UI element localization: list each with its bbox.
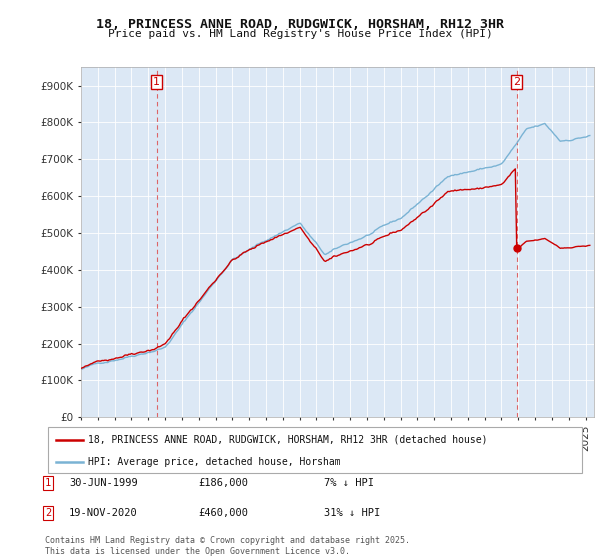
Text: 7% ↓ HPI: 7% ↓ HPI [324,478,374,488]
Text: 1: 1 [153,77,160,87]
Text: 2: 2 [45,508,51,518]
Text: £460,000: £460,000 [198,508,248,518]
FancyBboxPatch shape [48,427,582,473]
Text: 30-JUN-1999: 30-JUN-1999 [69,478,138,488]
Text: 18, PRINCESS ANNE ROAD, RUDGWICK, HORSHAM, RH12 3HR: 18, PRINCESS ANNE ROAD, RUDGWICK, HORSHA… [96,18,504,31]
Text: Contains HM Land Registry data © Crown copyright and database right 2025.
This d: Contains HM Land Registry data © Crown c… [45,536,410,556]
Text: Price paid vs. HM Land Registry's House Price Index (HPI): Price paid vs. HM Land Registry's House … [107,29,493,39]
Text: £186,000: £186,000 [198,478,248,488]
Text: 18, PRINCESS ANNE ROAD, RUDGWICK, HORSHAM, RH12 3HR (detached house): 18, PRINCESS ANNE ROAD, RUDGWICK, HORSHA… [88,435,488,445]
Text: 1: 1 [45,478,51,488]
Text: HPI: Average price, detached house, Horsham: HPI: Average price, detached house, Hors… [88,457,341,466]
Text: 31% ↓ HPI: 31% ↓ HPI [324,508,380,518]
Text: 2: 2 [513,77,520,87]
Text: 19-NOV-2020: 19-NOV-2020 [69,508,138,518]
